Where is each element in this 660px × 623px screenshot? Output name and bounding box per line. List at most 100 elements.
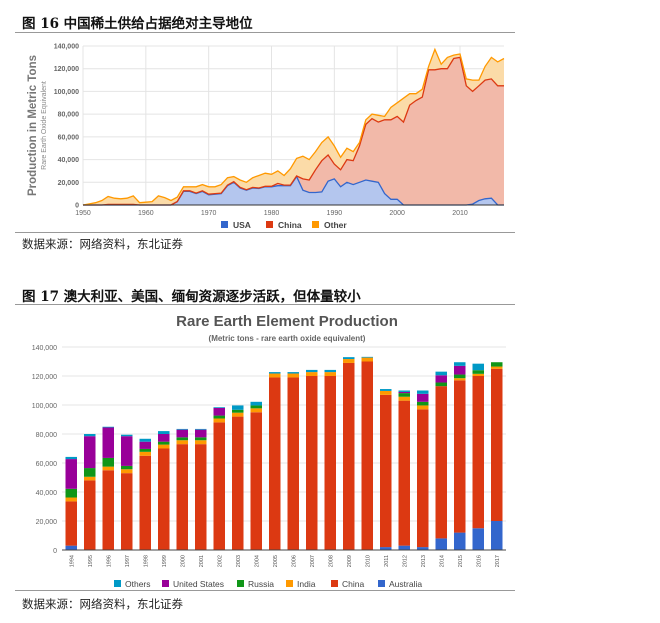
bar-china-2012	[398, 400, 410, 546]
bar-india-1995	[84, 476, 96, 481]
y-tick-label: 120,000	[32, 374, 57, 381]
bar-united-states-2015	[454, 365, 466, 375]
chart-subtitle: (Metric tons - rare earth oxide equivale…	[209, 334, 366, 343]
legend-swatch-other	[312, 221, 319, 228]
bar-india-1998	[139, 451, 151, 456]
bar-china-2000	[176, 444, 188, 550]
bar-australia-2011	[380, 547, 392, 550]
bar-russia-2012	[398, 393, 410, 397]
x-tick-label: 2009	[347, 555, 353, 567]
bar-india-2009	[343, 359, 355, 363]
y-tick-label: 60,000	[36, 461, 58, 468]
y-tick-label: 0	[53, 548, 57, 555]
bar-china-2004	[250, 412, 262, 550]
bar-others-2004	[250, 401, 262, 406]
bar-australia-2012	[398, 545, 410, 550]
bar-russia-2002	[213, 415, 225, 419]
bar-china-2009	[343, 362, 355, 550]
x-tick-label: 2012	[402, 555, 408, 567]
y-tick-label: 80,000	[58, 112, 80, 119]
bar-india-2007	[306, 372, 318, 376]
legend-swatch-india	[286, 580, 293, 587]
x-tick-label: 2008	[328, 555, 334, 567]
x-tick-label: 2011	[384, 555, 390, 567]
bar-china-1999	[158, 448, 170, 550]
x-tick-label: 2002	[217, 555, 223, 567]
bar-india-2004	[250, 408, 262, 413]
y-tick-label: 60,000	[58, 134, 80, 141]
legend-swatch-usa	[221, 221, 228, 228]
bar-united-states-1999	[158, 434, 170, 442]
bar-others-2003	[232, 405, 244, 410]
bar-united-states-1997	[121, 436, 133, 466]
bar-china-2013	[417, 409, 429, 548]
bar-russia-1997	[121, 465, 133, 470]
divider	[15, 232, 515, 233]
legend-swatch-united-states	[162, 580, 169, 587]
y-tick-label: 100,000	[54, 89, 79, 96]
bar-china-1994	[65, 501, 77, 546]
x-tick-label: 2000	[180, 555, 186, 567]
x-tick-label: 1960	[138, 210, 154, 217]
bar-russia-2014	[435, 382, 447, 387]
bar-others-1996	[102, 426, 114, 428]
x-tick-label: 2003	[236, 555, 242, 567]
figure-17-title: 图 17 澳大利亚、美国、缅甸资源逐步活跃，但体量较小	[22, 289, 361, 305]
bar-united-states-2002	[213, 407, 225, 416]
bar-united-states-1995	[84, 436, 96, 469]
bar-india-2012	[398, 396, 410, 401]
legend-label-china: China	[342, 579, 364, 589]
figure-16-title: 图 16 中国稀土供给占据绝对主导地位	[22, 16, 253, 32]
legend-label-india: India	[297, 579, 316, 589]
x-tick-label: 1994	[69, 555, 75, 567]
divider	[15, 304, 515, 305]
bar-russia-2013	[417, 401, 429, 406]
bar-others-2015	[454, 362, 466, 366]
bar-united-states-2013	[417, 393, 429, 402]
bar-others-2000	[176, 428, 188, 430]
x-tick-label: 2001	[199, 555, 205, 567]
bar-united-states-2000	[176, 429, 188, 438]
bar-china-2003	[232, 416, 244, 550]
chart-title: Rare Earth Element Production	[176, 313, 398, 330]
legend-swatch-china	[266, 221, 273, 228]
bar-united-states-1994	[65, 459, 77, 489]
x-tick-label: 1999	[162, 555, 168, 567]
bar-india-2017	[491, 366, 503, 369]
bar-united-states-2001	[195, 429, 207, 438]
y-tick-label: 40,000	[36, 490, 58, 497]
legend-label-usa: USA	[233, 220, 251, 230]
bar-india-2005	[269, 373, 281, 378]
bar-others-2013	[417, 390, 429, 394]
x-tick-label: 1950	[75, 210, 91, 217]
legend-swatch-china	[331, 580, 338, 587]
bar-russia-1999	[158, 441, 170, 445]
x-tick-label: 1998	[143, 555, 149, 567]
bar-others-2002	[213, 407, 225, 408]
bar-russia-1998	[139, 448, 151, 452]
divider	[15, 590, 515, 591]
figure-16-source: 数据来源：网络资料，东北证券	[22, 237, 183, 251]
y-tick-label: 140,000	[54, 44, 79, 51]
legend-swatch-others	[114, 580, 121, 587]
bar-russia-1996	[102, 457, 114, 467]
bar-others-2009	[343, 357, 355, 360]
x-tick-label: 2007	[310, 555, 316, 567]
legend-label-others: Others	[125, 579, 151, 589]
bar-united-states-1998	[139, 441, 151, 449]
bar-china-2006	[287, 377, 299, 550]
legend-label-united-states: United States	[173, 579, 224, 589]
bar-australia-2016	[472, 528, 484, 550]
y-tick-label: 140,000	[32, 345, 57, 352]
bar-india-2003	[232, 412, 244, 417]
x-tick-label: 2017	[495, 555, 501, 567]
bar-russia-2004	[250, 405, 262, 409]
bar-australia-2017	[491, 521, 503, 550]
bar-india-1994	[65, 497, 77, 502]
bar-china-2001	[195, 444, 207, 550]
bar-others-2006	[287, 372, 299, 374]
bar-others-1999	[158, 431, 170, 434]
legend-swatch-russia	[237, 580, 244, 587]
bar-russia-2015	[454, 374, 466, 379]
x-tick-label: 1996	[106, 555, 112, 567]
